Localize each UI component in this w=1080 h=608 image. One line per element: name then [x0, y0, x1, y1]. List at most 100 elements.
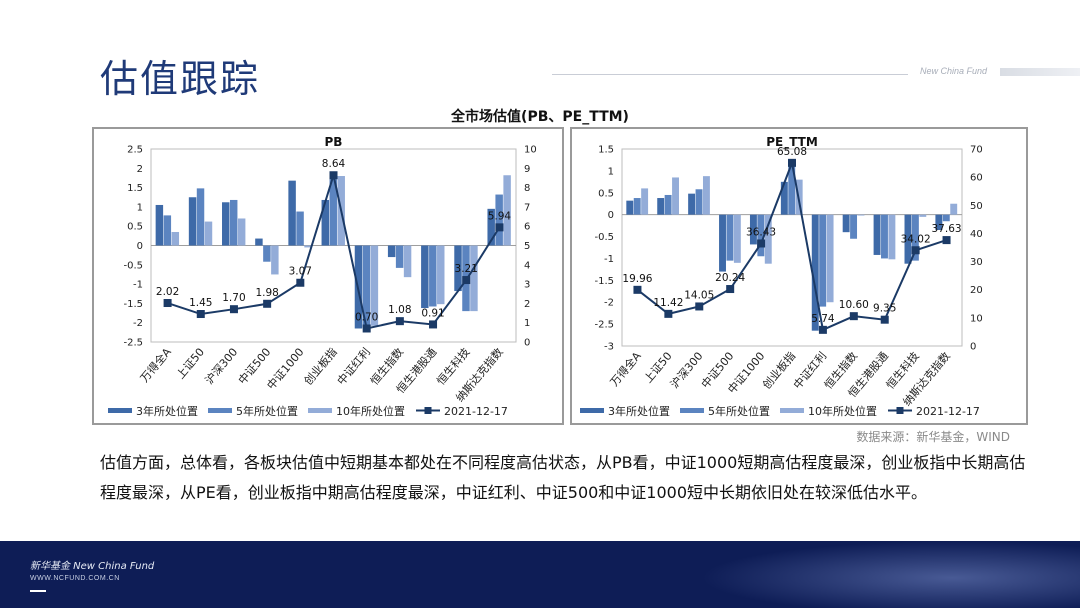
data-label: 37.63	[932, 223, 962, 235]
data-label: 11.42	[653, 297, 683, 309]
right-tick-label: 70	[970, 145, 983, 156]
summary-paragraph: 估值方面，总体看，各板块估值中短期基本都处在不同程度高估状态，从PB看，中证10…	[100, 453, 1026, 502]
left-tick-label: 2.5	[127, 145, 143, 156]
data-label: 1.98	[255, 287, 278, 299]
bar-5y	[664, 194, 672, 215]
left-tick-label: 0.5	[598, 188, 614, 199]
bar-10y	[764, 214, 772, 264]
legend-swatch	[108, 408, 132, 413]
bar-3y	[222, 202, 230, 246]
line-point	[229, 305, 238, 314]
page-title: 估值跟踪	[100, 57, 261, 101]
right-tick-label: 6	[524, 222, 530, 233]
bar-3y	[626, 200, 634, 215]
bar-5y	[495, 194, 503, 246]
legend-swatch	[308, 408, 332, 413]
legend-label: 5年所处位置	[236, 404, 298, 418]
left-tick-label: 0.5	[127, 222, 143, 233]
legend-swatch	[780, 408, 804, 413]
category-label: 万得全A	[137, 345, 174, 385]
right-tick-label: 4	[524, 260, 530, 271]
right-tick-label: 2	[524, 299, 530, 310]
data-label: 20.24	[715, 272, 745, 284]
bar-3y	[873, 214, 881, 255]
bar-10y	[672, 177, 679, 215]
bar-5y	[726, 214, 734, 261]
line-point	[395, 317, 404, 326]
right-tick-label: 40	[970, 229, 983, 240]
bar-3y	[421, 245, 429, 309]
bar-3y	[321, 199, 330, 246]
right-tick-label: 0	[970, 342, 976, 353]
header-accent-bar	[1000, 68, 1080, 76]
bar-10y	[403, 245, 412, 278]
bar-5y	[263, 245, 271, 262]
data-label: 0.70	[355, 311, 378, 323]
bar-5y	[429, 245, 437, 307]
data-label: 19.96	[622, 273, 652, 285]
footer-url[interactable]: WWW.NCFUND.COM.CN	[30, 575, 120, 582]
bar-5y	[911, 214, 919, 261]
left-tick-label: -0.5	[123, 260, 143, 271]
bar-5y	[881, 214, 888, 259]
data-label: 3.07	[289, 266, 312, 278]
pe-chart: PE_TTM 1.5 1 0.5 0 -0.5 -1 -1.5 -2 -2.5 -3 70 60 50 40…	[580, 135, 983, 418]
legend-label: 2021-12-17	[916, 405, 980, 418]
left-tick-label: -1	[133, 280, 143, 291]
left-tick-label: -3	[604, 342, 614, 353]
line-point	[263, 299, 272, 308]
bar-5y	[362, 245, 371, 328]
category-label: 上证50	[174, 346, 207, 382]
bar-10y	[826, 214, 834, 303]
bar-10y	[470, 245, 478, 312]
footer: 新华基金 New China Fund WWW.NCFUND.COM.CN	[0, 541, 1080, 608]
bar-10y	[919, 214, 927, 217]
bar-10y	[857, 214, 865, 216]
bar-10y	[950, 203, 958, 215]
data-label: 3.21	[455, 263, 478, 275]
data-label: 34.02	[901, 233, 931, 245]
right-tick-label: 9	[524, 164, 530, 175]
bar-10y	[641, 188, 649, 215]
left-tick-label: -2.5	[594, 320, 614, 331]
category-label: 创业板指	[301, 345, 340, 388]
bar-10y	[237, 218, 246, 246]
bar-10y	[702, 176, 710, 215]
figure-title: 全市场估值(PB、PE_TTM)	[451, 109, 629, 125]
bar-5y	[329, 179, 337, 246]
bar-3y	[719, 214, 726, 272]
left-tick-label: -2	[604, 298, 614, 309]
bar-5y	[819, 214, 827, 307]
left-tick-label: -0.5	[594, 232, 614, 243]
bar-5y	[229, 199, 238, 246]
data-label: 8.64	[322, 158, 346, 170]
header-divider	[552, 74, 908, 75]
legend-label: 5年所处位置	[708, 404, 770, 418]
left-tick-label: 2	[137, 164, 143, 175]
right-tick-label: 30	[970, 257, 983, 268]
left-tick-label: 0	[137, 241, 143, 252]
bar-5y	[395, 245, 404, 268]
legend-swatch	[680, 408, 704, 413]
bar-3y	[780, 181, 788, 215]
right-tick-label: 10	[524, 145, 537, 156]
data-label: 9.35	[873, 303, 896, 315]
bar-3y	[688, 193, 696, 215]
bar-3y	[487, 208, 495, 246]
footer-decoration	[700, 541, 1080, 608]
right-tick-label: 5	[524, 241, 530, 252]
bar-5y	[942, 214, 950, 222]
line-point	[329, 171, 338, 180]
bar-10y	[304, 245, 312, 248]
bar-3y	[288, 180, 296, 246]
bar-3y	[935, 214, 943, 230]
data-label: 10.60	[839, 299, 869, 311]
right-tick-label: 7	[524, 202, 530, 213]
bar-5y	[196, 188, 205, 246]
bar-5y	[757, 214, 765, 257]
left-tick-label: 1	[137, 202, 143, 213]
right-tick-label: 1	[524, 318, 530, 329]
left-tick-label: 1.5	[598, 145, 614, 156]
legend-label: 3年所处位置	[136, 404, 198, 418]
bar-5y	[788, 163, 796, 215]
